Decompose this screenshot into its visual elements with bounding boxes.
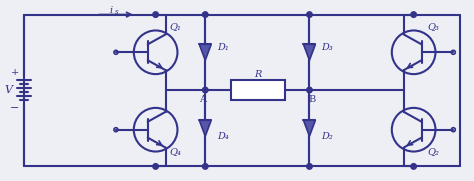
Text: D₄: D₄ (217, 132, 229, 141)
Text: i: i (109, 6, 112, 15)
Circle shape (307, 164, 312, 169)
Circle shape (153, 12, 158, 17)
Circle shape (307, 12, 312, 17)
Polygon shape (199, 44, 211, 60)
Text: −: − (10, 103, 19, 113)
Circle shape (202, 87, 208, 93)
Text: A: A (199, 95, 206, 104)
Text: B: B (309, 95, 316, 104)
Text: Q₃: Q₃ (428, 22, 439, 31)
Text: Q₁: Q₁ (170, 22, 182, 31)
Text: Load: Load (245, 87, 271, 96)
Circle shape (202, 164, 208, 169)
Circle shape (153, 164, 158, 169)
FancyBboxPatch shape (230, 80, 285, 100)
Circle shape (202, 12, 208, 17)
Text: Q₂: Q₂ (428, 147, 439, 156)
Polygon shape (303, 120, 315, 136)
Text: D₁: D₁ (217, 43, 229, 52)
Text: Q₄: Q₄ (170, 147, 182, 156)
Text: +: + (10, 68, 19, 77)
Text: V: V (5, 85, 13, 95)
Text: R: R (254, 70, 262, 79)
Circle shape (411, 12, 417, 17)
Polygon shape (303, 44, 315, 60)
Circle shape (307, 87, 312, 93)
Polygon shape (199, 120, 211, 136)
Text: s: s (115, 8, 119, 16)
Text: D₃: D₃ (321, 43, 333, 52)
Text: D₂: D₂ (321, 132, 333, 141)
Circle shape (411, 164, 417, 169)
